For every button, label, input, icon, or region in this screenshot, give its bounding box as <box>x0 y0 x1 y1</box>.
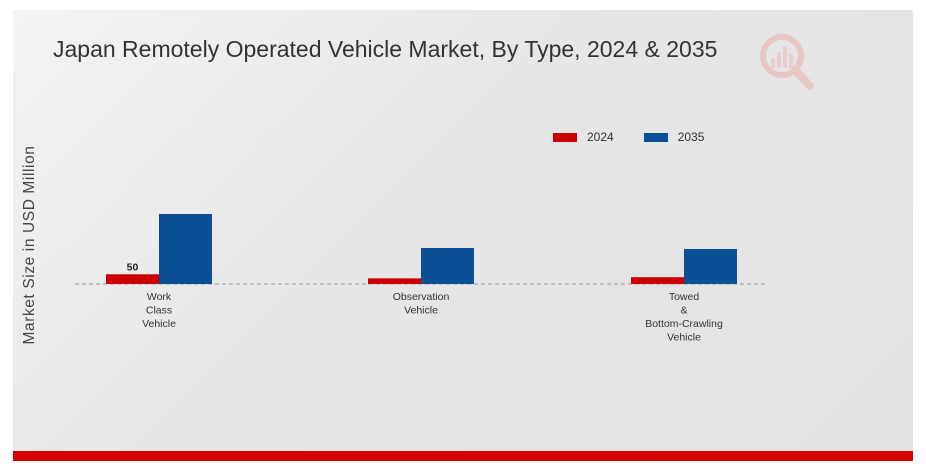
bar-2035-0 <box>159 214 212 284</box>
bar-2035-2 <box>684 249 737 284</box>
chart-title: Japan Remotely Operated Vehicle Market, … <box>53 36 718 62</box>
legend: 2024 2035 <box>553 130 734 144</box>
legend-swatch-2024 <box>553 132 577 142</box>
chart-magnifier-icon <box>758 32 818 97</box>
bottom-accent-bar <box>13 451 913 461</box>
data-label-2024-0: 50 <box>127 261 139 273</box>
bar-2024-0 <box>106 274 159 284</box>
bar-2035-1 <box>421 248 474 284</box>
bar-2024-1 <box>368 278 421 284</box>
x-tick-label-0: Work Class Vehicle <box>142 291 176 330</box>
x-tick-label-2: Towed & Bottom-Crawling Vehicle <box>645 291 723 344</box>
legend-swatch-2035 <box>643 132 668 142</box>
bar-2024-2 <box>631 277 684 284</box>
legend-item-2024: 2024 <box>553 130 614 144</box>
legend-item-2035: 2035 <box>643 130 705 144</box>
legend-label-2035: 2035 <box>677 130 705 144</box>
legend-label-2024: 2024 <box>587 130 614 144</box>
x-tick-label-1: Observation Vehicle <box>393 291 450 317</box>
